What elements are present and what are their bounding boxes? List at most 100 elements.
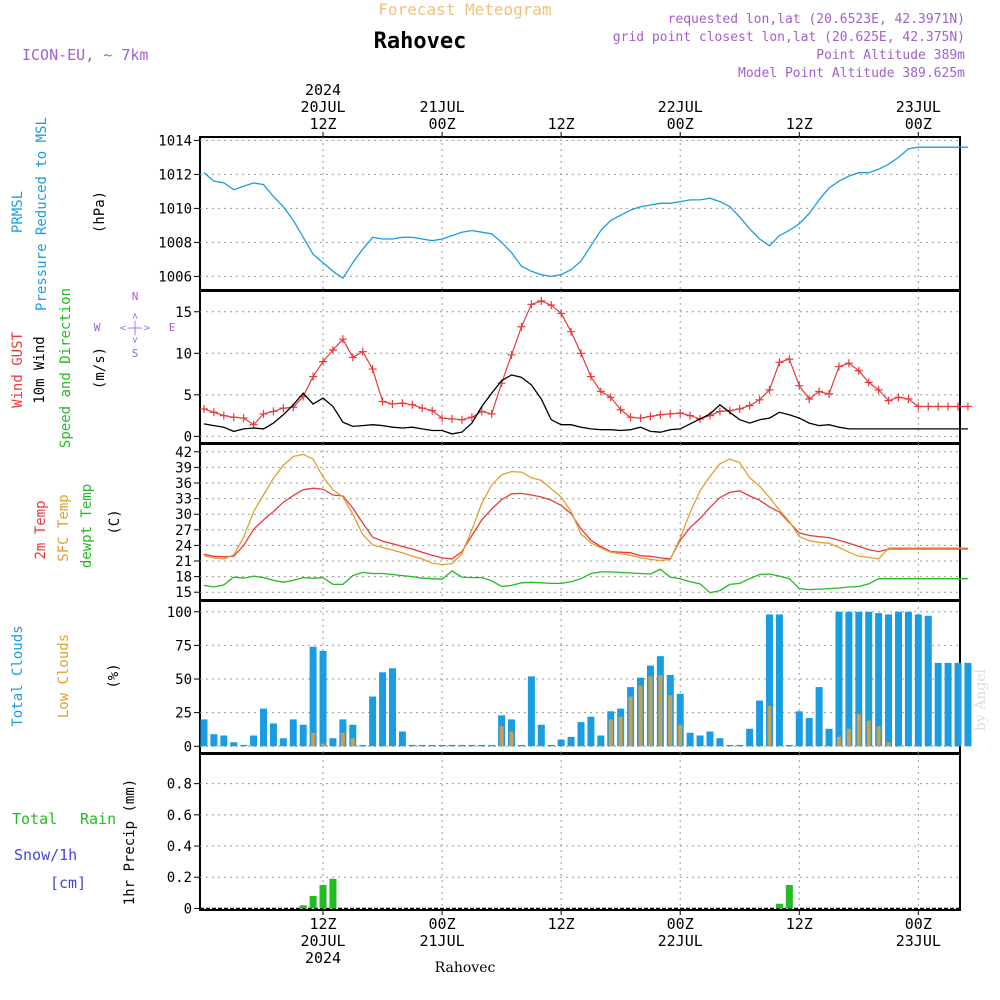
top-time-label: 21JUL — [420, 98, 465, 116]
gust-marker — [557, 309, 566, 318]
gust-marker — [319, 357, 328, 366]
requested-coords: requested lon,lat (20.6523E, 42.3971N) — [668, 12, 965, 27]
top-time-label: 12Z — [548, 115, 575, 133]
low-cloud-bar — [767, 705, 772, 747]
compass-w: W — [94, 321, 101, 334]
low-cloud-bar — [678, 724, 683, 747]
gust-marker — [626, 413, 635, 422]
total-cloud-bar — [299, 724, 307, 747]
gust-marker — [775, 358, 784, 367]
low-cloud-bar — [608, 719, 613, 747]
total-cloud-bar — [766, 614, 774, 747]
gust-marker — [963, 402, 972, 411]
low-cloud-bar — [866, 720, 871, 747]
top-time-label: 22JUL — [658, 98, 703, 116]
total-cloud-bar — [379, 672, 387, 747]
total-cloud-bar — [250, 735, 258, 747]
y-tick-label: 1006 — [158, 269, 192, 285]
gust-marker — [507, 350, 516, 359]
low-cloud-bar — [648, 676, 653, 747]
rain-bar — [329, 878, 337, 909]
total-cloud-bar — [686, 732, 694, 747]
low-cloud-bar — [638, 685, 643, 747]
total-cloud-bar — [438, 744, 446, 747]
precip-legend-total: Total — [12, 810, 57, 828]
total-cloud-bar — [408, 744, 416, 747]
y-tick-label: 50 — [175, 672, 192, 688]
gust-marker — [378, 397, 387, 406]
total-cloud-bar — [359, 744, 367, 747]
y-tick-label: 75 — [175, 638, 192, 654]
total-cloud-bar — [805, 718, 813, 747]
low-cloud-bar — [321, 743, 326, 747]
gust-marker — [219, 411, 228, 420]
total-cloud-bar — [230, 742, 238, 747]
gust-marker — [646, 412, 655, 421]
gust-marker — [328, 345, 337, 354]
gust-marker — [874, 385, 883, 394]
gust-marker — [596, 387, 605, 396]
low-cloud-bar — [668, 695, 673, 747]
low-cloud-bar — [340, 732, 345, 747]
total-cloud-bar — [676, 693, 684, 747]
y-tick-label: 18 — [175, 570, 192, 586]
gust-marker — [209, 408, 218, 417]
total-cloud-bar — [369, 696, 377, 747]
top-time-label: 12Z — [309, 115, 336, 133]
gust-marker — [229, 413, 238, 422]
top-time-label: 12Z — [786, 115, 813, 133]
total-cloud-bar — [220, 735, 228, 747]
y-tick-label: 1010 — [158, 201, 192, 217]
gust-marker — [735, 404, 744, 413]
low-cloud-bar — [886, 742, 891, 747]
rain-bar — [309, 895, 317, 909]
y-tick-label: 1008 — [158, 235, 192, 251]
total-cloud-bar — [428, 744, 436, 747]
total-cloud-bar — [904, 611, 912, 747]
gust-marker — [686, 411, 695, 420]
wind-ylabel: (m/s) — [92, 347, 108, 389]
panel-frame — [199, 753, 961, 911]
gust-marker — [199, 404, 208, 413]
bottom-time-label: 00Z — [905, 915, 932, 933]
gust-marker — [269, 407, 278, 416]
gust-marker — [934, 402, 943, 411]
bottom-time-label: 12Z — [548, 915, 575, 933]
total-cloud-bar — [894, 611, 902, 747]
gust-marker — [954, 402, 963, 411]
total-cloud-bar — [458, 744, 466, 747]
gust-marker — [398, 399, 407, 408]
y-tick-label: 0 — [184, 429, 192, 445]
low-cloud-bar — [509, 731, 514, 747]
pressure-ylabel: (hPa) — [92, 191, 108, 233]
total-cloud-bar — [388, 668, 396, 747]
total-cloud-bar — [597, 735, 605, 747]
y-tick-label: 5 — [184, 388, 192, 404]
pressure-line — [203, 146, 968, 280]
y-tick-label: 39 — [175, 460, 192, 476]
gust-marker — [785, 355, 794, 364]
total-cloud-bar — [527, 676, 535, 747]
total-cloud-bar — [547, 744, 555, 747]
total-cloud-bar — [825, 728, 833, 747]
total-cloud-bar — [875, 613, 883, 747]
gust-marker — [636, 414, 645, 423]
compass-s: S — [132, 347, 139, 360]
total-cloud-bar — [775, 614, 783, 747]
model-altitude: Model Point Altitude 389.625m — [738, 66, 965, 81]
total-cloud-bar — [865, 611, 873, 747]
gust-marker — [279, 404, 288, 413]
y-tick-label: 21 — [175, 554, 192, 570]
low-cloud-bar — [350, 738, 355, 747]
sfc-legend: SFC Temp — [56, 494, 72, 561]
bottom-time-label: 00Z — [429, 915, 456, 933]
gust-marker — [825, 389, 834, 398]
total-cloud-legend: Total Clouds — [10, 625, 26, 726]
low-cloud-bar — [836, 736, 841, 747]
y-tick-label: 100 — [167, 605, 192, 621]
low-cloud-bar — [628, 696, 633, 747]
total-cloud-bar — [329, 738, 337, 747]
